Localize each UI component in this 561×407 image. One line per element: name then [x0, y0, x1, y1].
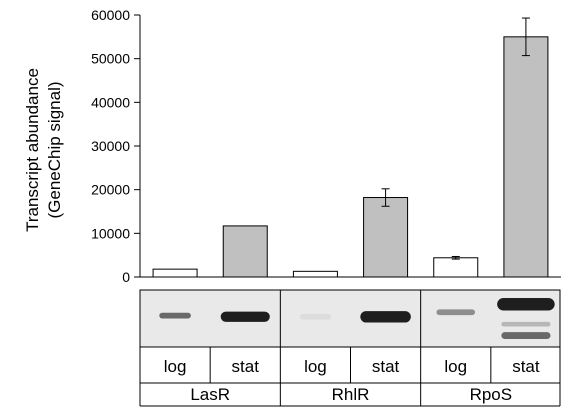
bar-rpos-log [433, 257, 479, 278]
y-tick-label: 40000 [91, 94, 130, 110]
condition-label-rhlr-stat: stat [372, 357, 400, 376]
blot-band-lasr-log [159, 312, 191, 319]
y-axis-label-line-1: Transcript abundance [23, 68, 42, 232]
blot-band-lasr-stat [220, 311, 270, 322]
y-tick-label: 0 [122, 269, 130, 285]
error-bar-rhlr-stat [381, 188, 390, 207]
group-label-lasr: LasR [190, 385, 230, 404]
blot-background [139, 289, 561, 348]
bar-rpos-stat [503, 36, 549, 278]
y-tick-label: 20000 [91, 182, 130, 198]
condition-label-rhlr-log: log [304, 357, 327, 376]
blot-band-rpos-stat [501, 321, 551, 327]
y-tick-label: 30000 [91, 138, 130, 154]
western-blot-panel [139, 289, 561, 348]
blot-band-rhlr-stat [360, 311, 411, 323]
bar-rhlr-log [292, 270, 338, 278]
blot-band-rpos-stat [501, 332, 551, 340]
blot-band-rpos-stat [497, 297, 555, 311]
bar-lasr-log [152, 268, 198, 278]
y-tick-label: 10000 [91, 225, 130, 241]
condition-label-lasr-stat: stat [232, 357, 260, 376]
y-axis-ticks: 0 10000 20000 30000 40000 50000 60000 [91, 7, 140, 285]
y-axis-label-line-2: (GeneChip signal) [45, 81, 64, 218]
condition-label-rpos-log: log [444, 357, 467, 376]
bar-rhlr-stat [363, 197, 409, 278]
y-axis-label: Transcript abundance (GeneChip signal) [23, 68, 64, 232]
error-bar-rpos-log [451, 255, 460, 260]
condition-label-lasr-log: log [164, 357, 187, 376]
condition-label-rpos-stat: stat [512, 357, 540, 376]
error-bars [381, 17, 530, 260]
y-tick-label: 50000 [91, 51, 130, 67]
y-tick-label: 60000 [91, 7, 130, 23]
bar-lasr-stat [222, 225, 268, 278]
group-label-rhlr: RhlR [332, 385, 370, 404]
bars [152, 36, 549, 278]
error-bar-rpos-stat [521, 17, 530, 57]
blot-band-rhlr-log [299, 313, 332, 320]
blot-band-rpos-log [436, 309, 476, 316]
group-label-rpos: RpoS [470, 385, 513, 404]
